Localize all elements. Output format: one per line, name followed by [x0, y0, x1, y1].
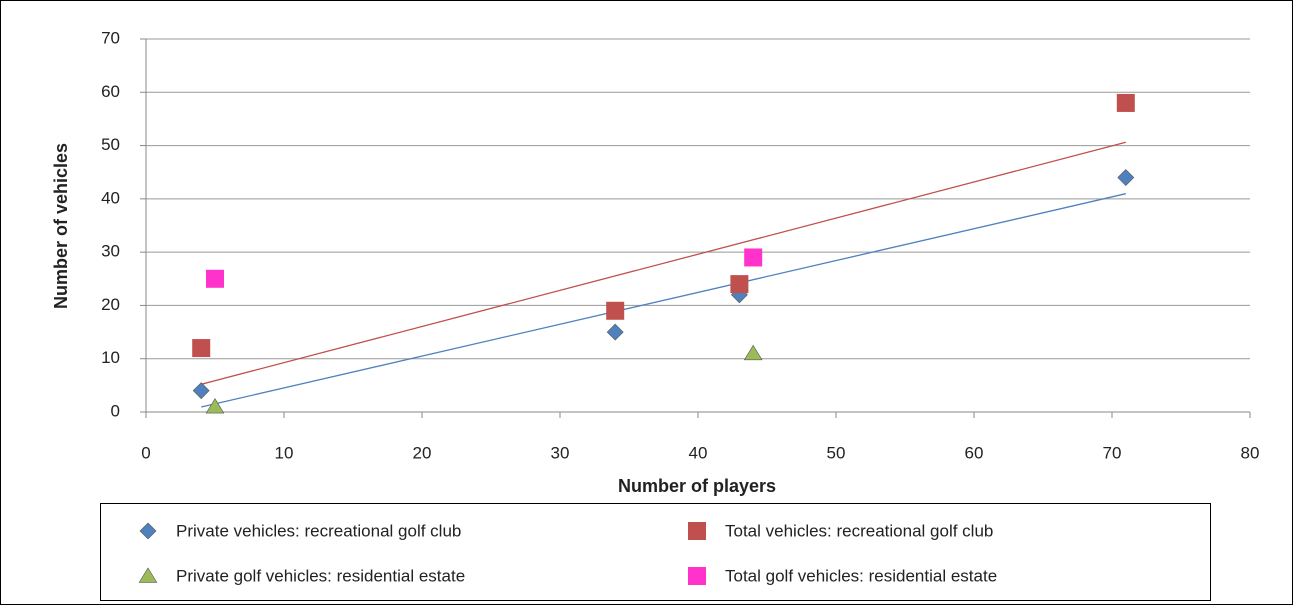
y-tick-label: 0: [111, 401, 120, 420]
y-tick-label: 40: [101, 188, 120, 207]
y-tick-label: 60: [101, 82, 120, 101]
x-tick-label: 50: [827, 443, 846, 462]
point: [743, 344, 763, 361]
legend-label: Private vehicles: recreational golf club: [176, 521, 461, 540]
point: [606, 301, 625, 320]
point: [192, 339, 211, 358]
legend-marker: [688, 567, 706, 585]
point: [1117, 169, 1135, 186]
x-tick-label: 40: [689, 443, 708, 462]
x-tick-label: 70: [1103, 443, 1122, 462]
point: [205, 398, 225, 414]
legend-marker: [688, 522, 706, 540]
x-tick-label: 20: [413, 443, 432, 462]
point: [606, 323, 624, 341]
legend-box: [100, 503, 1211, 601]
x-tick-label: 0: [141, 443, 150, 462]
x-tick-label: 30: [551, 443, 570, 462]
y-tick-label: 50: [101, 135, 120, 154]
x-tick-label: 60: [965, 443, 984, 462]
y-tick-label: 10: [101, 348, 120, 367]
y-tick-label: 30: [101, 242, 120, 261]
point: [206, 269, 224, 288]
legend-label: Private golf vehicles: residential estat…: [176, 566, 465, 585]
x-axis-title: Number of players: [618, 476, 776, 496]
point: [1116, 93, 1135, 112]
trend-line: [201, 141, 1126, 385]
legend-marker: [138, 567, 158, 583]
y-axis-title: Number of vehicles: [51, 143, 71, 309]
point: [744, 248, 763, 267]
x-tick-label: 80: [1241, 443, 1260, 462]
y-tick-label: 70: [101, 28, 120, 47]
point: [730, 275, 749, 294]
trend-line: [201, 193, 1126, 408]
point: [192, 382, 210, 400]
y-tick-label: 20: [101, 295, 120, 314]
legend-label: Total golf vehicles: residential estate: [725, 566, 997, 585]
legend-marker: [139, 522, 157, 540]
x-tick-label: 10: [275, 443, 294, 462]
legend-label: Total vehicles: recreational golf club: [725, 521, 993, 540]
